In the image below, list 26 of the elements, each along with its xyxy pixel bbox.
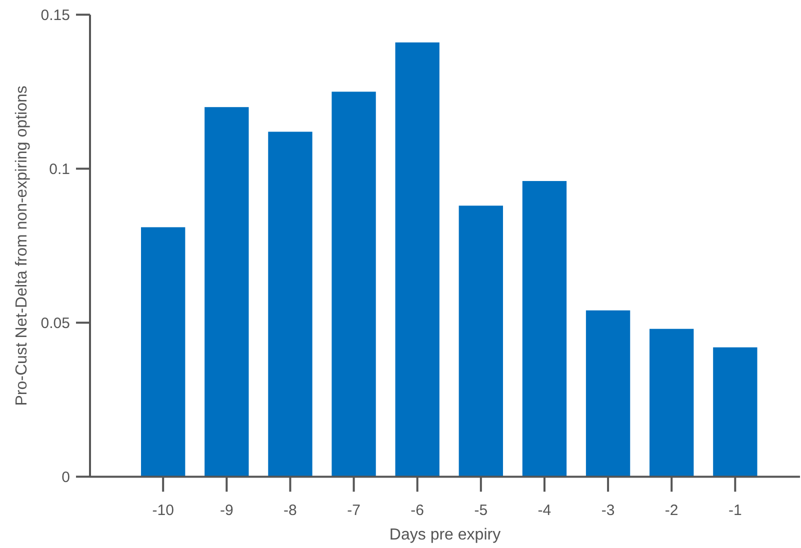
bar xyxy=(458,206,503,477)
bar xyxy=(395,42,440,477)
y-tick-label: 0.05 xyxy=(40,314,70,332)
y-tick-label: 0.1 xyxy=(49,160,70,178)
bar xyxy=(204,107,249,477)
x-tick-label: -2 xyxy=(664,502,678,519)
x-tick-label: -9 xyxy=(220,502,234,519)
x-tick-label: -7 xyxy=(347,502,360,519)
y-tick-label: 0.15 xyxy=(40,6,70,24)
y-axis-title: Pro-Cust Net-Delta from non-expiring options xyxy=(14,86,31,406)
bar xyxy=(268,132,312,477)
x-tick-label: -1 xyxy=(728,502,742,519)
bar xyxy=(713,347,758,477)
x-tick-label: -5 xyxy=(474,502,488,519)
bar xyxy=(522,181,567,477)
x-tick-label: -3 xyxy=(601,502,615,519)
y-tick-label: 0 xyxy=(62,468,70,486)
x-axis-title: Days pre expiry xyxy=(389,526,501,544)
x-tick-label: -4 xyxy=(538,502,552,519)
x-tick-label: -10 xyxy=(152,502,174,519)
x-tick-label: -6 xyxy=(410,502,424,519)
bar xyxy=(650,328,694,477)
x-tick-label: -8 xyxy=(284,502,297,519)
bar xyxy=(141,227,186,477)
bar xyxy=(586,310,630,477)
bar xyxy=(332,92,376,477)
